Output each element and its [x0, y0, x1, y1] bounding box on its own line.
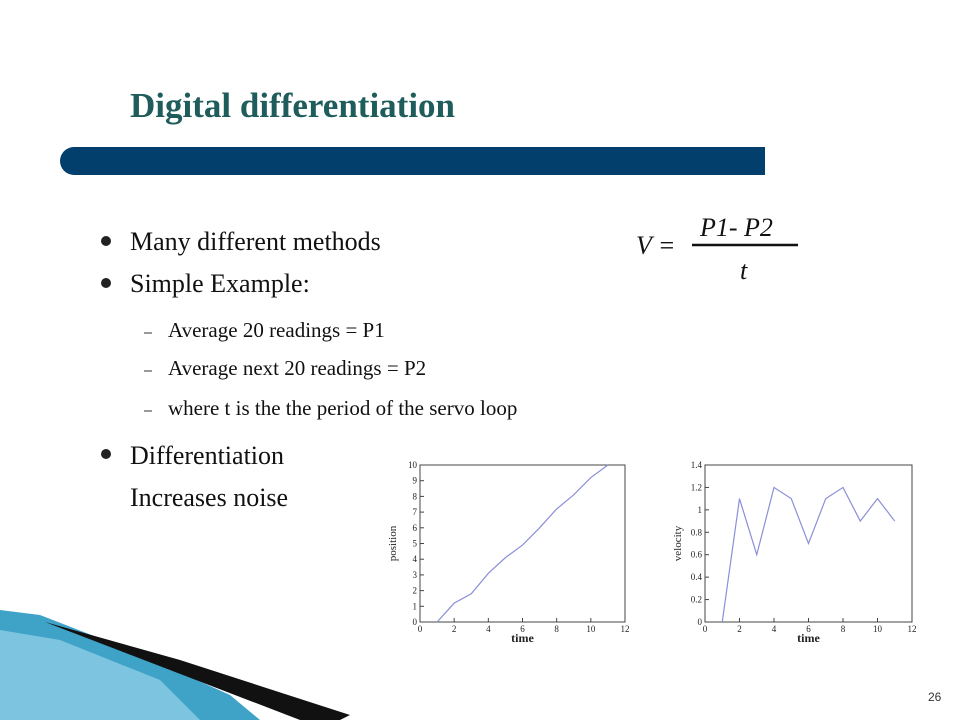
x-tick-label: 0: [703, 624, 708, 634]
decoration: [0, 610, 350, 720]
sub-bullet: where t is the the period of the servo l…: [168, 396, 517, 420]
slide-title: Digital differentiation: [130, 86, 455, 125]
formula-lhs: V =: [636, 231, 675, 260]
sub-bullets: Average 20 readings = P1 Average next 20…: [144, 318, 517, 420]
y-tick-label: 6: [413, 523, 418, 533]
bullet: Simple Example:: [130, 269, 310, 298]
y-tick-label: 3: [413, 570, 418, 580]
y-axis-label: position: [387, 525, 399, 561]
x-tick-label: 12: [621, 624, 630, 634]
x-tick-label: 6: [806, 624, 811, 634]
y-tick-label: 2: [413, 586, 418, 596]
formula: V = P1- P2 t: [636, 213, 798, 285]
y-tick-label: 0.4: [691, 572, 703, 582]
bullet-3: Differentiation Increases noise: [101, 441, 288, 512]
x-axis-label: time: [797, 631, 820, 645]
x-tick-label: 12: [908, 624, 917, 634]
page-number: 26: [928, 690, 942, 704]
swoosh: [0, 630, 200, 720]
sub-bullet: Average 20 readings = P1: [168, 318, 385, 342]
x-tick-label: 6: [520, 624, 525, 634]
bullet-line: Differentiation: [130, 441, 284, 470]
x-tick-label: 2: [737, 624, 742, 634]
bullet: Many different methods: [130, 227, 381, 256]
y-tick-label: 0.2: [691, 595, 702, 605]
y-tick-label: 4: [413, 554, 418, 564]
title-bar: [60, 147, 765, 175]
bullets: Many different methods Simple Example:: [101, 227, 381, 298]
x-axis-label: time: [511, 631, 534, 645]
y-tick-label: 9: [413, 476, 418, 486]
y-tick-label: 0.8: [691, 527, 703, 537]
sub-bullet: Average next 20 readings = P2: [168, 356, 426, 380]
x-tick-label: 10: [586, 624, 596, 634]
y-tick-label: 0: [413, 617, 418, 627]
y-tick-label: 5: [413, 539, 418, 549]
bullet-dot: [101, 236, 111, 246]
y-tick-label: 1.2: [691, 482, 702, 492]
x-tick-label: 10: [873, 624, 883, 634]
bullet-line: Increases noise: [130, 483, 288, 512]
bullet-dot: [101, 278, 111, 288]
y-tick-label: 0.6: [691, 550, 703, 560]
x-tick-label: 2: [452, 624, 457, 634]
bullet-dot: [101, 449, 111, 459]
y-tick-label: 1: [698, 505, 703, 515]
y-axis-label: velocity: [672, 525, 684, 561]
formula-denominator: t: [740, 256, 748, 285]
y-tick-label: 1: [413, 601, 418, 611]
data-line: [436, 464, 609, 623]
x-tick-label: 8: [841, 624, 846, 634]
data-line: [721, 486, 896, 623]
x-tick-label: 0: [418, 624, 423, 634]
y-tick-label: 8: [413, 491, 418, 501]
y-tick-label: 10: [408, 460, 418, 470]
y-tick-label: 7: [413, 507, 418, 517]
formula-numerator: P1- P2: [699, 213, 773, 242]
x-tick-label: 4: [772, 624, 777, 634]
x-tick-label: 4: [486, 624, 491, 634]
y-tick-label: 1.4: [691, 460, 703, 470]
swoosh: [45, 622, 350, 720]
y-tick-label: 0: [698, 617, 703, 627]
x-tick-label: 8: [554, 624, 559, 634]
